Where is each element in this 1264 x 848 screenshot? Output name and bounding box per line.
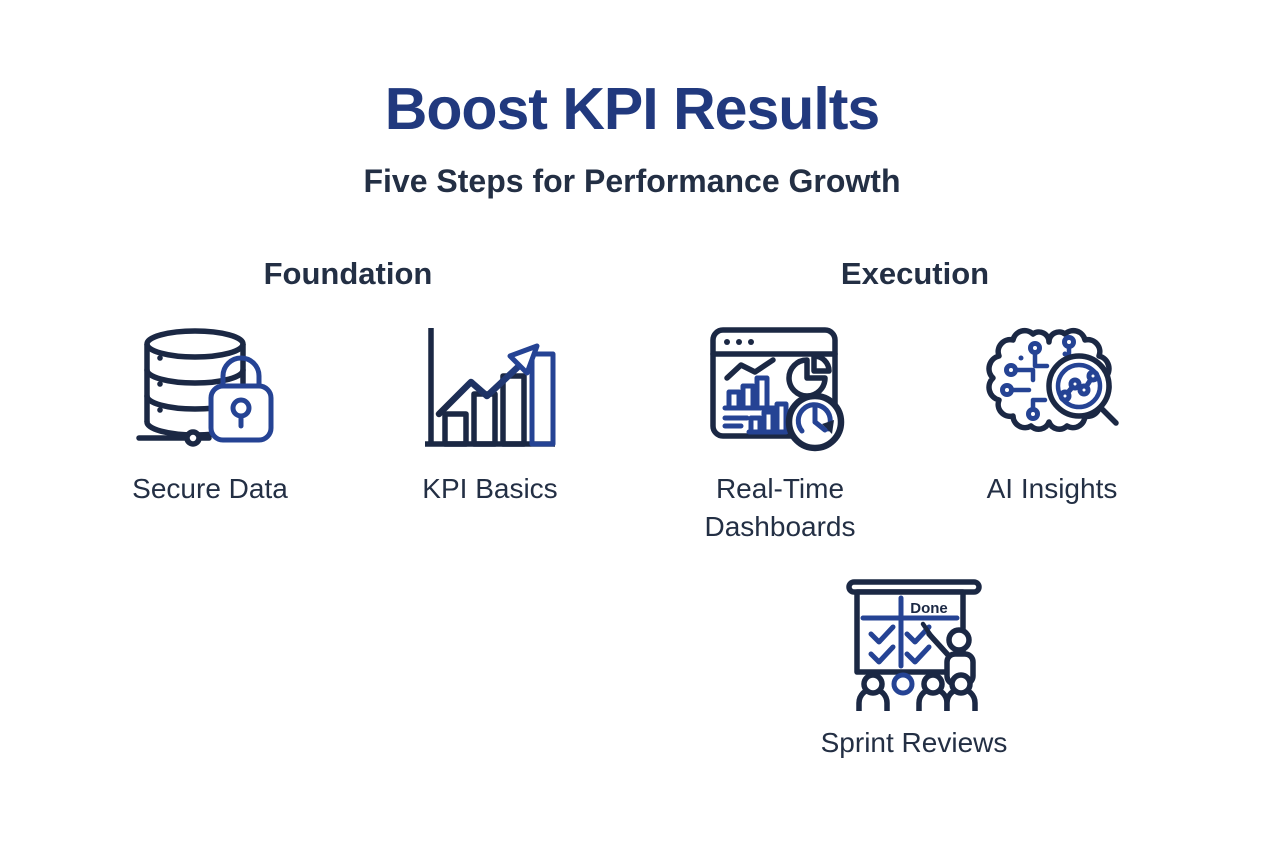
- step-sprint-reviews: Done Sprint Reviews: [794, 576, 1034, 762]
- step-kpi-basics: KPI Basics: [370, 322, 610, 508]
- sprint-board-icon: Done: [839, 576, 989, 714]
- page-title: Boost KPI Results: [384, 76, 880, 142]
- page-subtitle: Five Steps for Performance Growth: [363, 163, 901, 199]
- board-done-text: Done: [910, 600, 948, 617]
- step-secure-data: Secure Data: [90, 322, 330, 508]
- step-real-time-dashboards: Real-Time Dashboards: [660, 322, 900, 546]
- step-label: Sprint Reviews: [820, 727, 1008, 758]
- section-header-foundation: Foundation: [263, 256, 433, 291]
- growth-bar-chart-icon: [415, 322, 565, 457]
- database-lock-icon: [135, 322, 285, 457]
- step-label: AI Insights: [986, 473, 1118, 504]
- step-ai-insights: AI Insights: [932, 322, 1172, 508]
- dashboard-clock-icon: [705, 322, 855, 457]
- step-label: Secure Data: [132, 473, 288, 504]
- brain-magnifier-icon: [977, 322, 1127, 457]
- step-label: KPI Basics: [422, 473, 558, 504]
- step-label: Real-Time Dashboards: [704, 473, 856, 542]
- section-header-execution: Execution: [840, 256, 990, 291]
